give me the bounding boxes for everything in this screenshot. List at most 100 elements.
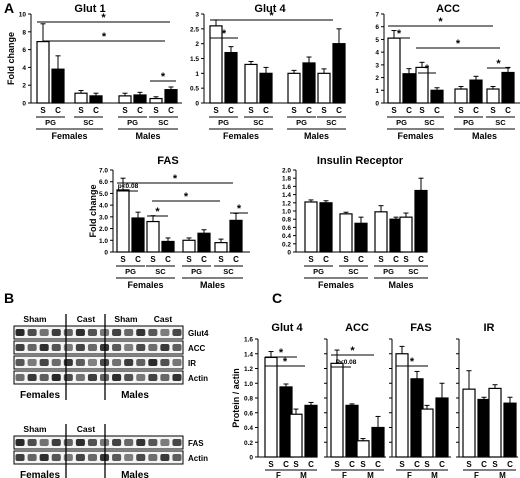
- acc-c-group-m: M: [367, 471, 374, 478]
- blot-top-blot-row: [13, 325, 184, 340]
- ir-a-males-label: Males: [388, 280, 413, 290]
- glut4-a-sig-star: *: [269, 10, 274, 22]
- glut4-c-x-label-s: S: [293, 460, 299, 469]
- blot-bottom-group-females: Females: [20, 470, 60, 478]
- glut4-c-y-tick-label: 0.2: [244, 440, 253, 447]
- fas-a-bar-c: [161, 240, 175, 253]
- fas-a-x-label-s: S: [186, 255, 192, 264]
- blot-top-band: [124, 344, 134, 351]
- ir-a-x-label-c: C: [358, 255, 364, 264]
- acc-a-sig-star: *: [456, 38, 461, 50]
- acc-a-x-label-s: S: [458, 106, 464, 115]
- blot-top-band: [27, 374, 37, 381]
- glut1-x-label-c: C: [137, 106, 143, 115]
- fas-a-bracket-pg: PG: [125, 267, 136, 276]
- acc-a-x-label-c: C: [406, 106, 412, 115]
- acc-a-y-tick-label: 6: [375, 24, 379, 31]
- blot-top-band: [75, 329, 85, 336]
- blot-top-band: [75, 359, 85, 366]
- ir-a-x-label-c: C: [323, 255, 329, 264]
- ir-c-chart: IRS C S C: [456, 322, 518, 469]
- fas-a-p-value: p<0.08: [118, 183, 139, 190]
- fas-c-group-f: F: [407, 471, 412, 478]
- blot-top-band: [124, 359, 134, 366]
- ir-c-x-label-c: C: [481, 460, 487, 469]
- blot-bottom-band: [136, 454, 146, 461]
- blot-bottom-band: [39, 454, 49, 461]
- blot-top-header-sham: Sham: [23, 314, 47, 324]
- glut4-c-title: Glut 4: [271, 322, 303, 334]
- blot-top-band: [112, 329, 122, 336]
- acc-a-bracket-pg: PG: [463, 118, 474, 127]
- glut1-sig-star: *: [161, 71, 166, 83]
- glut1-y-tick-label: 6: [22, 47, 26, 54]
- blot-top-band: [136, 344, 146, 351]
- glut4-a-x-label-s: S: [213, 106, 219, 115]
- glut4-a-bar-s: [209, 25, 223, 104]
- acc-a-y-tick-label: 7: [375, 12, 379, 19]
- blot-top-band: [15, 344, 25, 351]
- fas-a-sig-star: *: [173, 173, 178, 185]
- acc-c-title: ACC: [345, 322, 369, 334]
- glut1-x-label-s: S: [153, 106, 159, 115]
- glut1-y-label: Fold change: [6, 32, 16, 85]
- glut1-bar-c: [89, 95, 103, 104]
- glut1-x-label-s: S: [78, 106, 84, 115]
- glut1-y-tick-label: 2: [22, 83, 26, 90]
- blot-top-header-sham: Sham: [114, 314, 138, 324]
- acc-a-x-label-c: C: [473, 106, 479, 115]
- blot-top-band: [51, 329, 61, 336]
- glut4-c-chart: Glut 4 0 0.2 0.4 0.6 0.8 1.0 1.2 1.4 1.6 Protein /…: [231, 322, 318, 469]
- ir-c-bar-c: [477, 398, 491, 458]
- glut4-a-x-label-s: S: [321, 106, 327, 115]
- glut4-c-y-tick-label: 0.6: [244, 410, 253, 417]
- blot-top-band: [112, 374, 122, 381]
- glut4-c-y-tick-label: 1.0: [244, 381, 253, 388]
- glut4-a-x-label-c: C: [336, 106, 342, 115]
- glut4-a-y-tick-label: 2.5: [190, 26, 199, 33]
- glut4-c-sig-star: *: [283, 356, 288, 368]
- glut1-y-tick-label: 10: [19, 12, 27, 19]
- glut4-c-x-label-c: C: [283, 460, 289, 469]
- glut4-c-sig-star: *: [279, 347, 284, 359]
- glut1-bracket-pg: PG: [45, 118, 56, 127]
- fas-c-group-m: M: [431, 471, 438, 478]
- acc-c-x-label-c: C: [349, 460, 355, 469]
- fas-a-bar-c: [131, 217, 145, 253]
- glut4-a-bar-s: [317, 72, 331, 104]
- ir-a-bar-s: [304, 201, 318, 253]
- blot-bottom-band: [172, 454, 182, 461]
- ir-a-x-label-c: C: [418, 255, 424, 264]
- blot-top-band: [160, 344, 170, 351]
- ir-a-y-tick-label: 1.0: [282, 209, 291, 216]
- glut1-bar-s: [149, 97, 163, 104]
- fas-a-bracket-sc: SC: [155, 267, 166, 276]
- glut1-bar-c: [164, 89, 178, 104]
- acc-a-bracket-sc: SC: [495, 118, 506, 127]
- blot-bottom-band: [87, 454, 97, 461]
- glut4-a-sig-star: *: [222, 28, 227, 40]
- glut1-males-label: Males: [135, 131, 160, 141]
- ir-c-x-label-c: C: [507, 460, 513, 469]
- glut1-bar-s: [118, 95, 132, 104]
- blot-top-band: [160, 359, 170, 366]
- glut1-title: Glut 1: [74, 3, 105, 15]
- ir-a-bar-c: [354, 222, 368, 253]
- blot-bottom-band: [27, 454, 37, 461]
- acc-a-bracket-sc: SC: [424, 118, 435, 127]
- ir-c-x-label-s: S: [466, 460, 472, 469]
- glut4-c-x-label-c: C: [308, 460, 314, 469]
- fas-c-x-label-c: C: [414, 460, 420, 469]
- blot-top-band: [51, 359, 61, 366]
- acc-a-bar-s: [454, 88, 468, 104]
- blot-bottom-band: [124, 439, 134, 446]
- blot-top-row-label-glut4: Glut4: [188, 329, 209, 338]
- acc-c-x-label-s: S: [334, 460, 340, 469]
- ir-a-y-tick-label: 1.2: [282, 200, 291, 207]
- glut4-a-bar-s: [244, 63, 258, 104]
- blot-top-band: [39, 344, 49, 351]
- blot-top-band: [136, 329, 146, 336]
